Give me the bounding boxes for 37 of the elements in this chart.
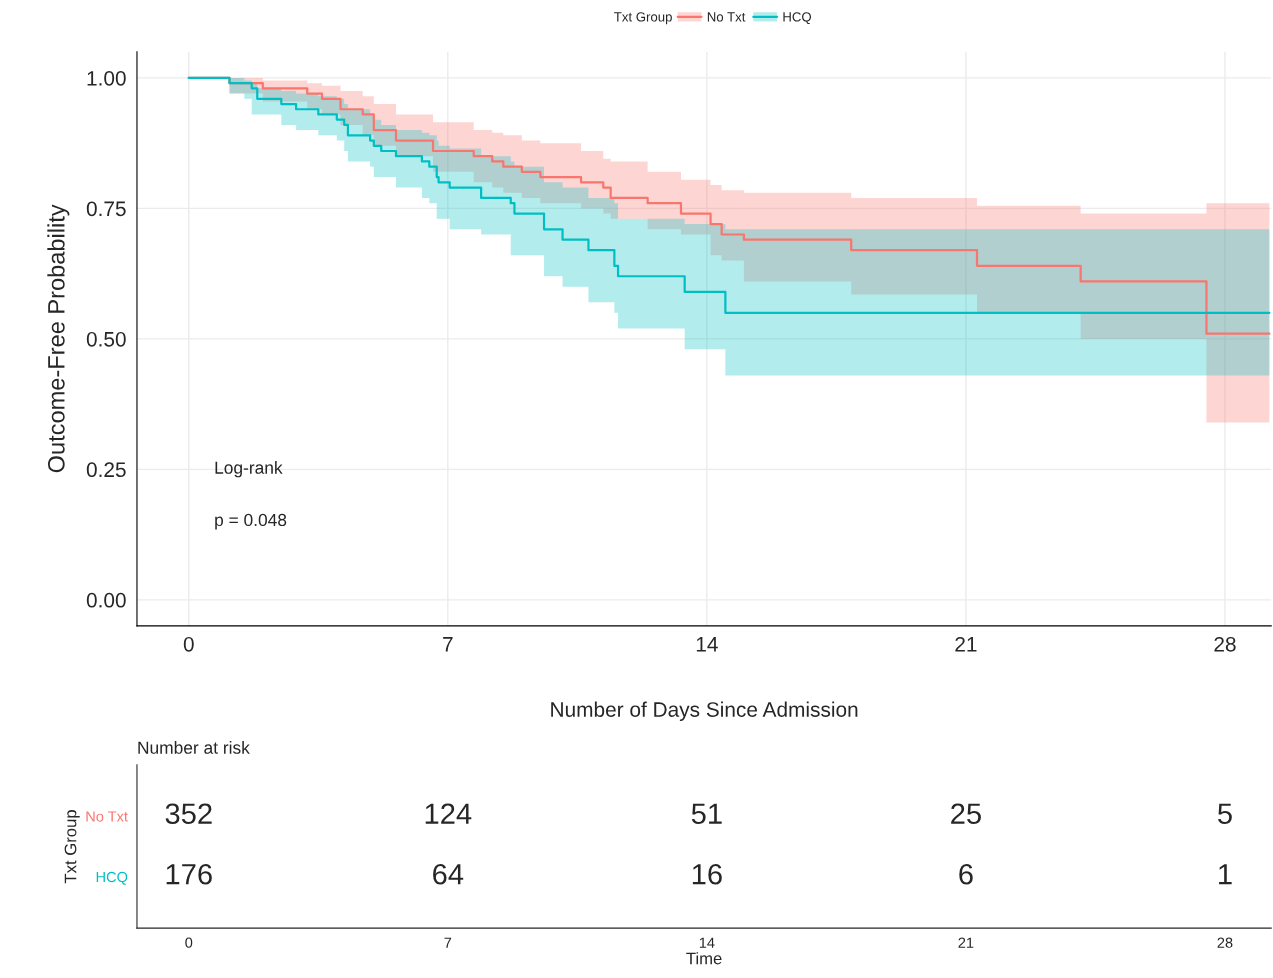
x-tick-label: 14 xyxy=(699,937,715,948)
x-tick-label: 0 xyxy=(185,937,193,948)
x-axis-title: Time xyxy=(686,952,722,965)
y-axis-title: Outcome-Free Probability xyxy=(47,204,70,473)
annotation: Log-rank xyxy=(215,461,283,478)
annotation: p = 0.048 xyxy=(215,513,287,530)
data-label: 176 xyxy=(166,863,212,885)
x-tick-label: 0 xyxy=(183,636,194,652)
x-tick-label: 21 xyxy=(958,937,974,948)
data-label: 5 xyxy=(1218,803,1232,825)
legend-label: No Txt xyxy=(707,12,746,22)
x-tick-label: 14 xyxy=(696,637,718,652)
data-label: 1 xyxy=(1219,864,1232,885)
y-tick-label: HCQ xyxy=(96,871,128,885)
x-tick-label: 28 xyxy=(1217,937,1233,948)
data-label: 16 xyxy=(692,863,722,885)
y-tick-label: 0.25 xyxy=(86,462,126,478)
x-tick-label: 7 xyxy=(444,937,452,948)
x-tick-label: 7 xyxy=(443,637,453,652)
x-tick-label: 28 xyxy=(1214,636,1236,652)
data-label: 352 xyxy=(165,803,212,825)
y-axis-title: Txt Group xyxy=(64,810,80,884)
x-tick-label: 21 xyxy=(955,636,977,652)
x-axis-title: Number of Days Since Admission xyxy=(551,701,858,722)
y-tick-label: 0.75 xyxy=(86,201,126,217)
data-label: 51 xyxy=(691,803,722,825)
chart-title: Number at risk xyxy=(138,741,250,754)
data-label: 6 xyxy=(959,863,973,885)
data-label: 25 xyxy=(951,803,981,825)
y-tick-label: 1.00 xyxy=(87,70,126,86)
y-tick-label: No Txt xyxy=(86,811,128,822)
y-tick-label: 0.00 xyxy=(86,592,126,608)
y-tick-label: 0.50 xyxy=(86,331,126,347)
data-label: 64 xyxy=(433,863,464,885)
data-label: 124 xyxy=(425,803,472,824)
legend-title: Txt Group xyxy=(614,12,672,25)
legend-label: HCQ xyxy=(783,12,812,24)
